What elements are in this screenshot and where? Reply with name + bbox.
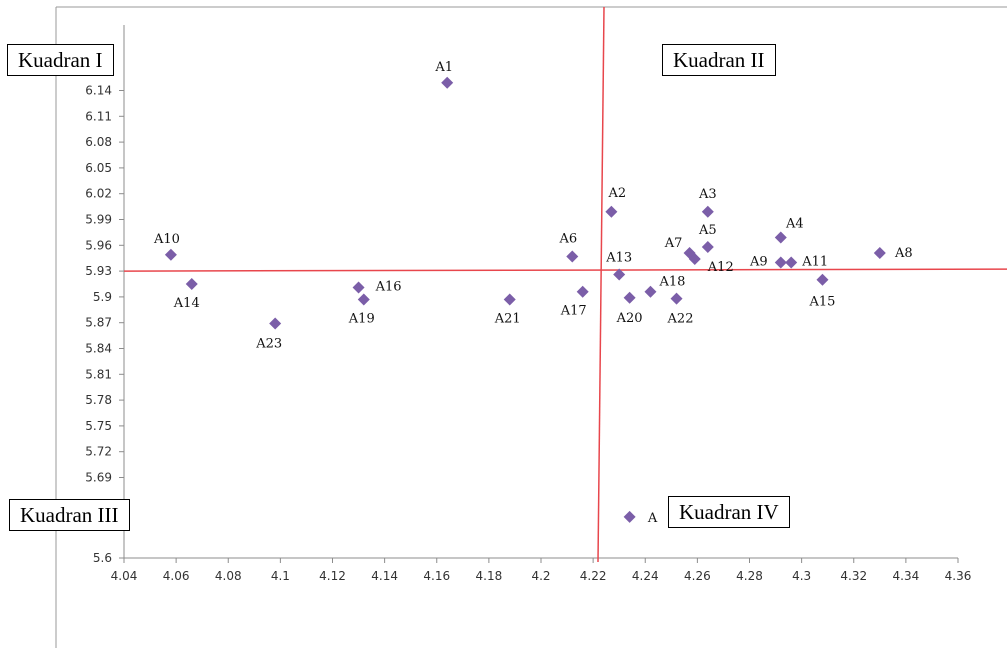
data-point-marker [816,273,829,286]
data-point-marker [644,285,657,298]
x-tick-label: 4.32 [840,569,867,583]
data-point-marker [269,317,282,330]
y-tick-label: 6.08 [85,135,112,149]
data-point-label: A20 [616,311,643,326]
data-point-marker [785,256,798,269]
data-point-marker [164,248,177,261]
y-tick-label: 5.72 [85,445,112,459]
y-tick-label: 5.99 [85,213,112,227]
y-tick-label: 5.87 [85,316,112,330]
x-tick-label: 4.04 [111,569,138,583]
x-tick-label: 4.22 [580,569,607,583]
x-tick-label: 4.26 [684,569,711,583]
data-points [164,76,886,523]
quadrant-label-2: Kuadran II [662,44,776,76]
quadrant-label-3: Kuadran III [9,499,130,531]
quadrant-label-1: Kuadran I [7,44,114,76]
x-tick-label: 4.06 [163,569,190,583]
x-tick-label: 4.2 [531,569,550,583]
y-tick-label: 5.9 [93,290,112,304]
data-point-label: A5 [698,223,717,238]
data-point-label: A13 [605,251,632,266]
data-point-label: A12 [707,260,734,275]
data-point-marker [683,247,696,260]
data-point-label: A16 [375,279,402,294]
data-point-label: A17 [560,304,587,319]
data-point-label: A3 [698,187,717,202]
data-point-marker [605,205,618,218]
y-tick-label: 5.96 [85,238,112,252]
x-tick-label: 4.08 [215,569,242,583]
data-point-marker [670,292,683,305]
x-tick-label: 4.34 [893,569,920,583]
x-tick-label: 4.14 [371,569,398,583]
data-point-marker [613,268,626,281]
data-point-label: A9 [749,255,768,270]
horizontal-divider [123,268,1007,272]
y-tick-label: 5.6 [93,551,112,565]
data-point-marker [503,293,516,306]
vertical-divider [597,6,605,563]
x-tick-label: 4.24 [632,569,659,583]
y-tick-label: 5.69 [85,471,112,485]
y-axis: 5.6 5.69 5.72 5.75 5.78 5.81 5.84 5.87 5.9 5.93 5.… [85,25,125,565]
x-tick-label: 4.28 [736,569,763,583]
y-tick-label: 6.02 [85,187,112,201]
data-point-label: A22 [667,312,694,327]
data-point-marker [688,253,701,266]
data-point-marker [774,231,787,244]
data-point-label: A7 [664,236,683,251]
data-point-marker [566,250,579,263]
x-axis: 4.04 4.06 4.08 4.1 4.12 4.14 4.16 4.18 4.2 4.22 4.… [111,557,972,583]
data-point-label: A4 [785,217,804,232]
data-point-marker [623,510,636,523]
data-point-label: A [647,511,658,526]
data-point-label: A15 [809,295,836,310]
data-point-marker [623,291,636,304]
data-point-marker [441,76,454,89]
x-tick-label: 4.16 [423,569,450,583]
data-point-label: A6 [558,231,577,246]
data-point-label: A14 [173,296,200,311]
y-tick-label: 5.84 [85,342,112,356]
data-point-label: A8 [894,246,913,261]
quadrant-label-4: Kuadran IV [668,496,790,528]
x-tick-label: 4.12 [319,569,346,583]
data-point-marker [357,293,370,306]
data-point-marker [701,241,714,254]
y-tick-label: 5.81 [85,367,112,381]
data-point-marker [352,281,365,294]
x-tick-label: 4.36 [945,569,972,583]
data-point-label: A21 [494,311,521,326]
data-point-marker [576,285,589,298]
x-tick-label: 4.3 [792,569,811,583]
quadrant-divider-lines [123,6,1007,563]
data-point-label: A2 [608,186,627,201]
data-point-marker [701,205,714,218]
data-point-label: A1 [434,60,453,75]
data-point-marker [185,278,198,290]
y-tick-label: 6.14 [85,84,112,98]
data-point-label: A18 [658,275,685,290]
data-point-marker [873,247,886,260]
y-tick-label: 6.11 [85,109,112,123]
data-point-label: A19 [348,311,375,326]
data-point-marker [774,256,787,269]
data-point-label: A11 [801,255,828,270]
y-tick-label: 5.78 [85,393,112,407]
y-tick-label: 5.93 [85,264,112,278]
data-point-labels: A1 A2 A3 A4 A5 A6 A7 A8 A9 A10 A11 A12 A13 A14 A15 A16 A… [153,60,913,526]
x-tick-label: 4.18 [476,569,503,583]
data-point-label: A10 [153,232,180,247]
y-tick-label: 6.05 [85,161,112,175]
chart-frame [55,6,1007,648]
data-point-label: A23 [255,337,282,352]
y-tick-label: 5.75 [85,419,112,433]
x-tick-label: 4.1 [271,569,290,583]
